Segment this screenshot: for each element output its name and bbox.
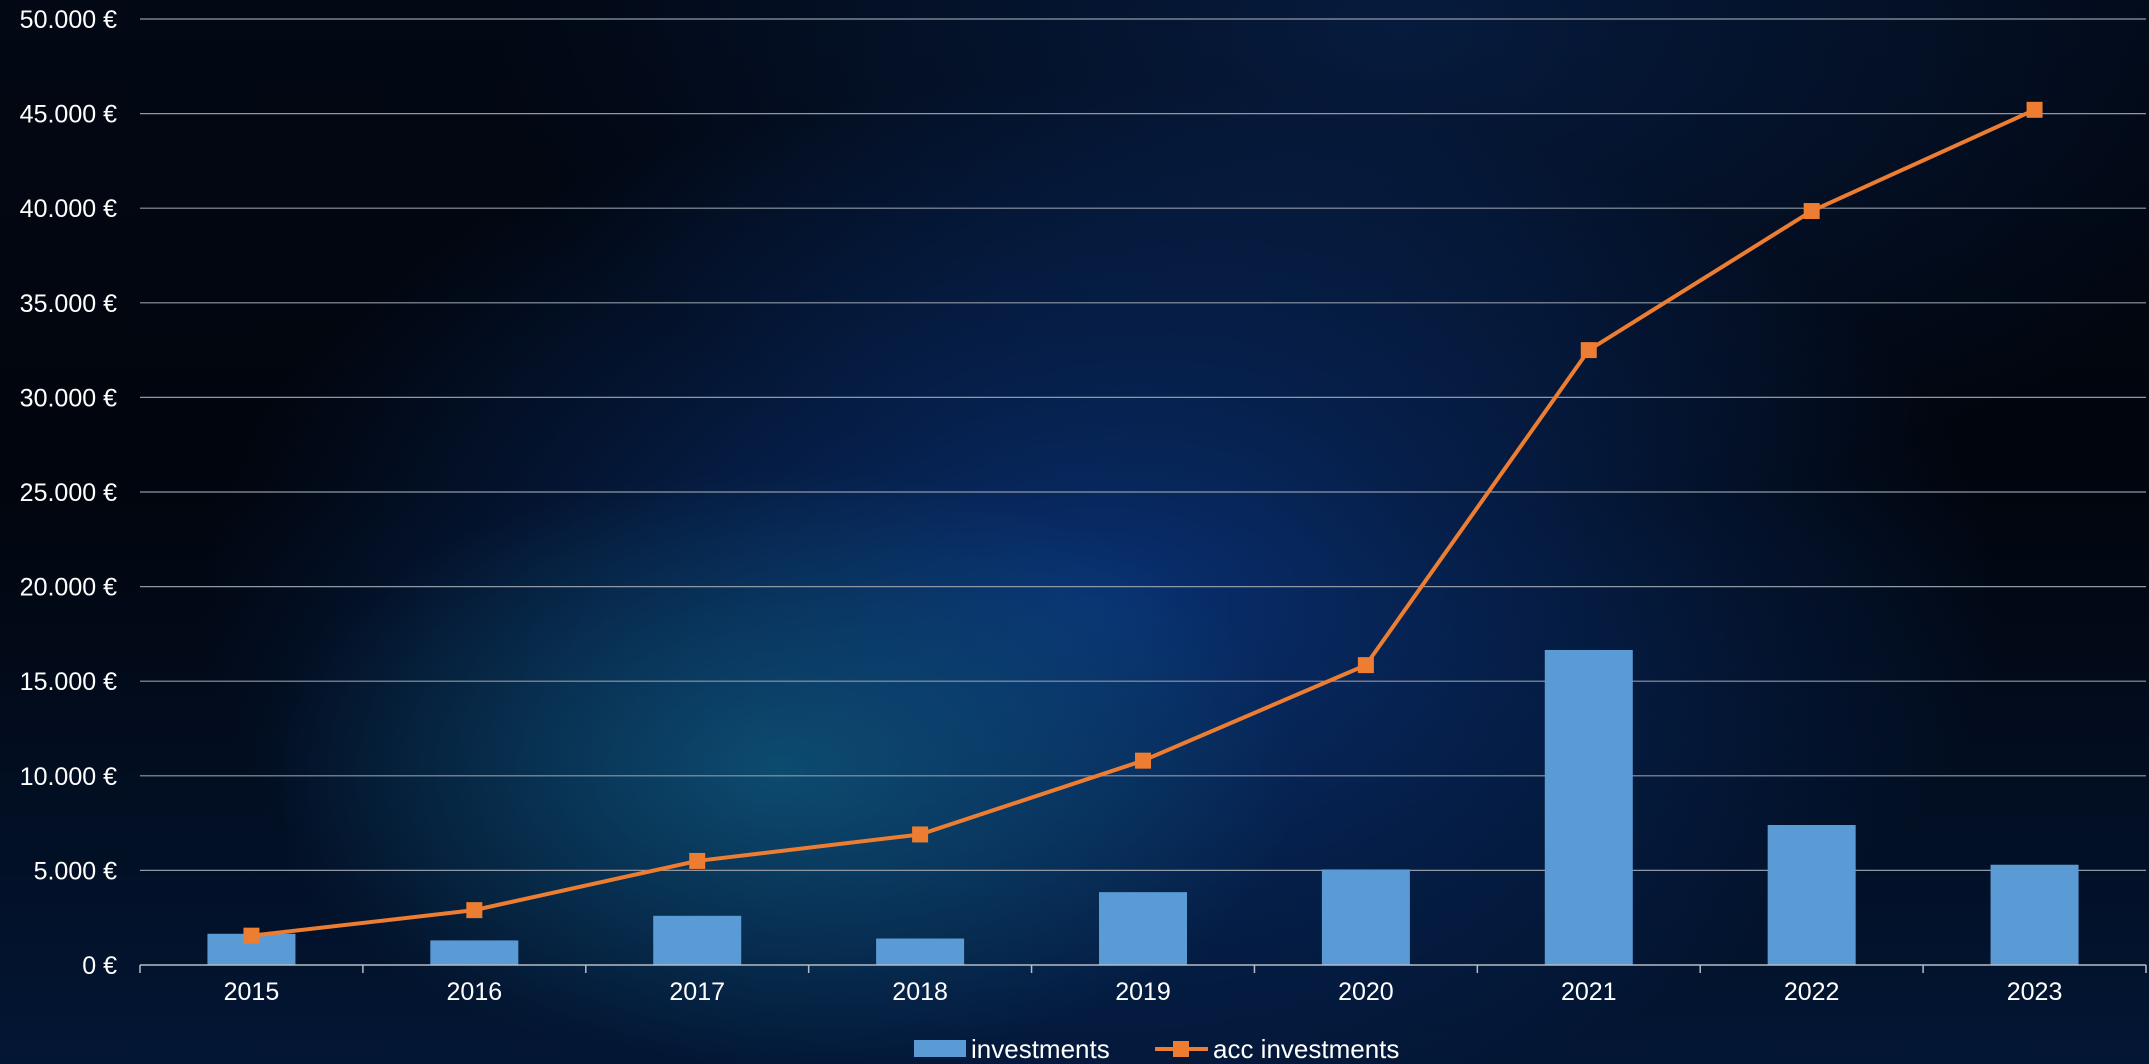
legend-swatch-acc-investments-marker: [1173, 1041, 1189, 1057]
bar-investments: [653, 915, 742, 965]
y-tick-label: 30.000 €: [20, 384, 117, 412]
gridlines: [140, 18, 2146, 872]
marker-acc-investments: [2026, 101, 2043, 118]
marker-acc-investments: [243, 927, 260, 944]
y-tick-label: 40.000 €: [20, 195, 117, 223]
bar-investments: [1990, 864, 2079, 965]
bar-investments: [1321, 869, 1410, 965]
marker-acc-investments: [912, 826, 929, 843]
bar-investments: [1767, 824, 1856, 965]
x-axis-ticks: 2015 2016 2017 2018 2019 2020 2021 2022 2023: [139, 965, 2147, 1006]
legend-item-investments: investments: [914, 1034, 1110, 1064]
y-tick-label: 5.000 €: [34, 857, 118, 885]
line-series-acc-investments: [243, 101, 2043, 944]
x-tick-label: 2021: [1561, 978, 1617, 1006]
y-tick-label: 35.000 €: [20, 290, 117, 318]
marker-acc-investments: [1580, 342, 1597, 359]
y-tick-label: 50.000 €: [20, 6, 117, 34]
x-tick-label: 2022: [1784, 978, 1840, 1006]
marker-acc-investments: [1135, 752, 1151, 769]
legend: investments acc investments: [914, 1034, 1399, 1064]
x-tick-label: 2023: [2007, 978, 2063, 1006]
x-tick-label: 2020: [1338, 978, 1394, 1006]
x-tick-label: 2018: [892, 978, 948, 1006]
bar-investments: [876, 938, 965, 965]
legend-label-investments: investments: [971, 1034, 1110, 1064]
y-tick-label: 0 €: [82, 952, 117, 980]
legend-item-acc-investments: acc investments: [1155, 1034, 1399, 1064]
x-tick-label: 2017: [669, 978, 725, 1006]
bar-investments: [430, 940, 519, 965]
marker-acc-investments: [1357, 657, 1374, 674]
y-tick-label: 25.000 €: [20, 479, 117, 507]
bar-series-investments: [207, 649, 2079, 965]
y-tick-label: 10.000 €: [20, 763, 117, 791]
marker-acc-investments: [1803, 203, 1820, 220]
x-tick-label: 2019: [1115, 978, 1171, 1006]
bar-investments: [1544, 649, 1633, 965]
y-tick-label: 15.000 €: [20, 668, 117, 696]
y-tick-label: 45.000 €: [20, 101, 117, 129]
legend-label-acc-investments: acc investments: [1213, 1034, 1399, 1064]
y-axis-ticks: 0 € 5.000 € 10.000 € 15.000 € 20.000 € 25.000…: [20, 6, 117, 980]
x-tick-label: 2015: [224, 978, 280, 1006]
line-acc-investments: [251, 107, 2036, 938]
bar-investments: [1099, 892, 1187, 965]
marker-acc-investments: [466, 902, 483, 919]
x-tick-label: 2016: [447, 978, 503, 1006]
marker-acc-investments: [689, 852, 706, 869]
y-tick-label: 20.000 €: [20, 574, 117, 602]
legend-swatch-investments: [914, 1040, 966, 1057]
